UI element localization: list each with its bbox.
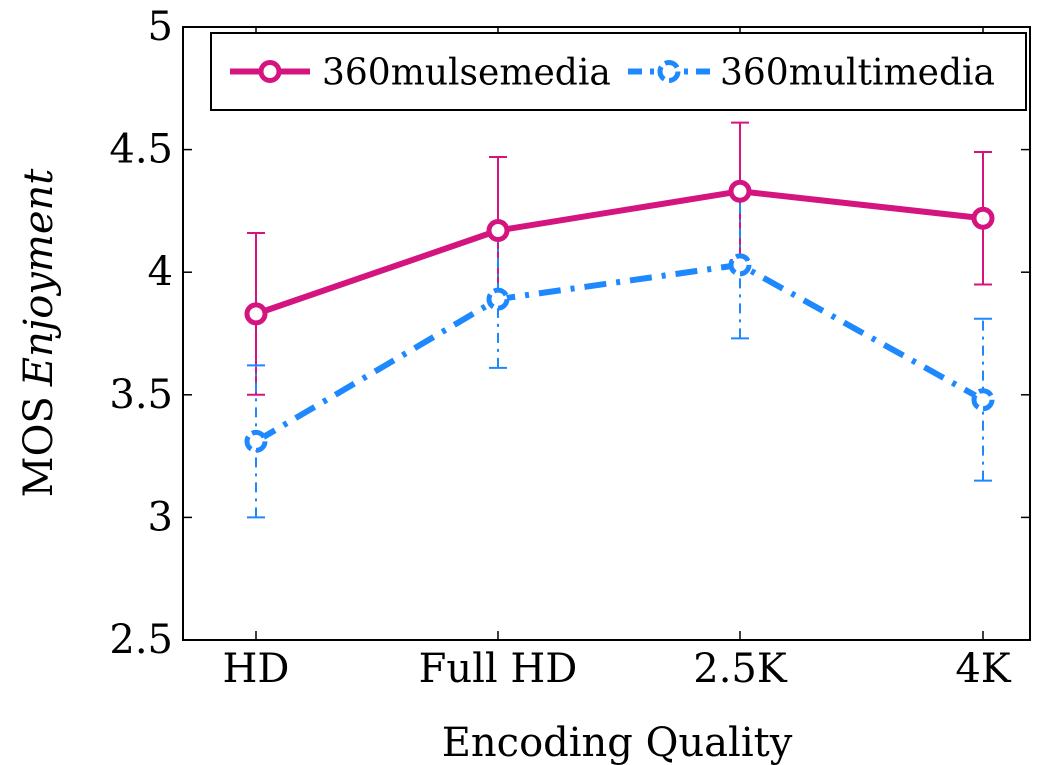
series-line-360mulsemedia bbox=[255, 188, 984, 317]
x-tick-label: Full HD bbox=[419, 646, 578, 692]
data-point bbox=[486, 219, 510, 243]
y-tick-label: 3.5 bbox=[109, 372, 173, 418]
x-tick-label: HD bbox=[223, 646, 290, 692]
y-axis-title: MOS Enjoyment bbox=[16, 168, 62, 498]
data-point bbox=[728, 179, 752, 203]
series-lines bbox=[254, 188, 985, 444]
y-tick-label: 2.5 bbox=[109, 617, 173, 663]
series-line-360multimedia bbox=[254, 261, 985, 444]
legend-label: 360multimedia bbox=[720, 53, 995, 94]
legend-box bbox=[210, 32, 1027, 111]
error-bars bbox=[247, 121, 992, 519]
plot-frame bbox=[182, 26, 1031, 641]
y-tick-label: 4 bbox=[148, 249, 173, 295]
legend: 360mulsemedia 360multimedia bbox=[210, 32, 1027, 111]
x-tick-label: 4K bbox=[955, 646, 1011, 692]
y-tick-label: 4.5 bbox=[109, 127, 173, 173]
x-axis-title: Encoding Quality bbox=[442, 720, 793, 765]
y-axis-title-prefix: MOS bbox=[16, 396, 62, 497]
y-tick-label: 5 bbox=[148, 4, 173, 50]
data-point bbox=[244, 302, 268, 326]
x-tick-label: 2.5K bbox=[693, 646, 788, 692]
axes: 2.5 3 3.5 4 4.5 5 HD Full HD 2.5K 4K bbox=[109, 4, 1030, 692]
data-point bbox=[971, 388, 995, 412]
data-point bbox=[486, 287, 510, 311]
legend-marker bbox=[657, 60, 681, 83]
data-point bbox=[244, 429, 268, 453]
series-markers bbox=[244, 179, 995, 453]
y-tick-label: 3 bbox=[148, 494, 173, 540]
data-point bbox=[971, 206, 995, 230]
legend-marker bbox=[258, 60, 282, 83]
plot-area bbox=[182, 26, 1031, 641]
legend-label: 360mulsemedia bbox=[322, 53, 611, 94]
data-point bbox=[728, 253, 752, 277]
y-axis-title-emphasis: Enjoyment bbox=[16, 168, 62, 387]
